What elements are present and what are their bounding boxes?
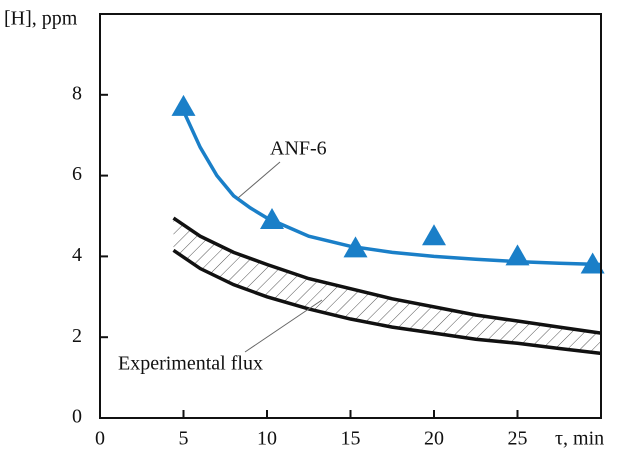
y-axis-label: [H], ppm bbox=[4, 8, 78, 30]
triangle-marker bbox=[422, 224, 446, 246]
triangle-marker bbox=[505, 244, 530, 266]
leader-line bbox=[244, 299, 323, 353]
anf-line bbox=[181, 110, 602, 267]
flux-band bbox=[173, 218, 602, 354]
y-tick-label: 2 bbox=[72, 325, 82, 347]
y-tick-label: 8 bbox=[72, 82, 82, 104]
annotation: ANF-6 bbox=[270, 138, 327, 160]
x-tick-label: 25 bbox=[508, 428, 528, 450]
x-tick-label: 5 bbox=[179, 428, 189, 450]
flux-lower-line bbox=[172, 248, 602, 356]
annotation: Experimental flux bbox=[118, 353, 263, 375]
y-tick-label: 0 bbox=[72, 406, 82, 428]
x-tick-label: 15 bbox=[341, 428, 361, 450]
x-tick-label: 0 bbox=[95, 428, 105, 450]
triangle-marker bbox=[343, 236, 368, 258]
x-tick-label: 10 bbox=[257, 428, 277, 450]
x-axis-label: τ, min bbox=[555, 428, 604, 450]
flux-upper-line bbox=[172, 216, 602, 335]
leader-line bbox=[237, 161, 281, 199]
y-tick-label: 4 bbox=[72, 244, 82, 266]
triangle-marker bbox=[260, 208, 285, 230]
triangle-marker bbox=[580, 252, 605, 274]
y-tick-label: 6 bbox=[72, 163, 82, 185]
triangle-marker bbox=[171, 94, 196, 116]
x-tick-label: 20 bbox=[424, 428, 444, 450]
